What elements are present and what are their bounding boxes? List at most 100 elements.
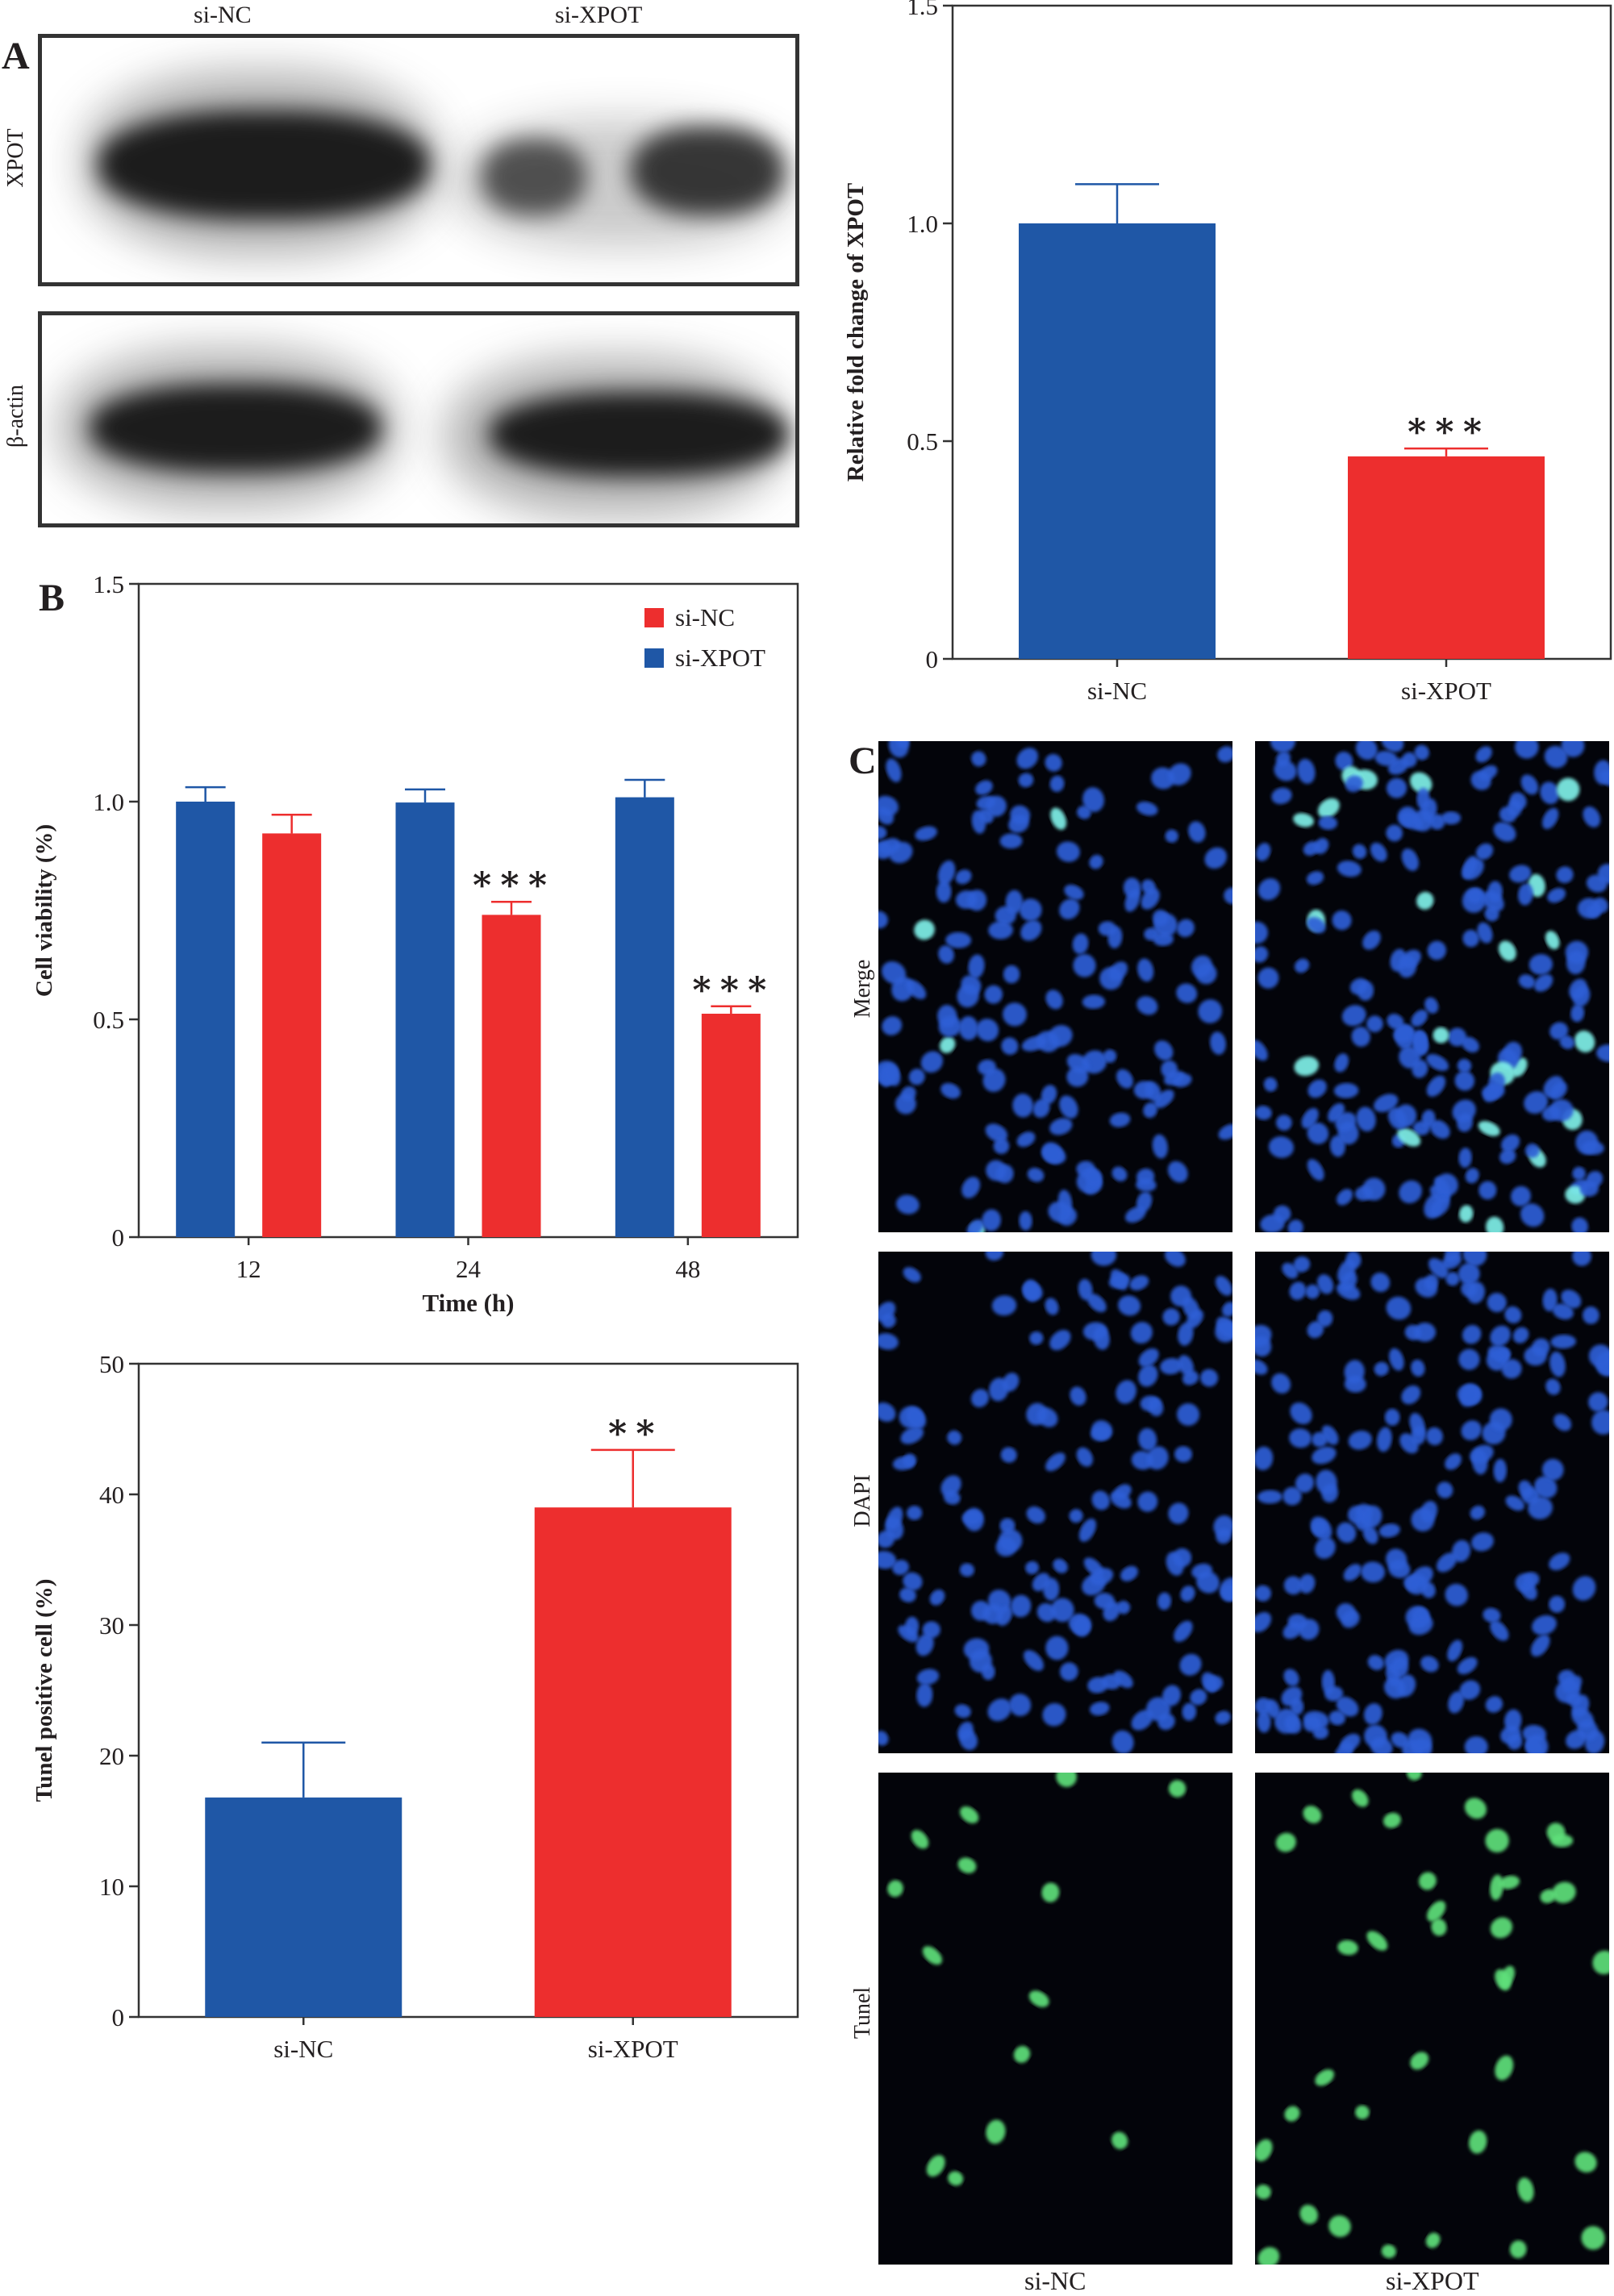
dapi-nucleus bbox=[1401, 1385, 1421, 1405]
dapi-nucleus bbox=[1024, 1650, 1045, 1671]
dapi-nucleus bbox=[1049, 1329, 1071, 1351]
dapi-nucleus bbox=[1307, 1321, 1324, 1339]
significance-annotation: ∗∗∗ bbox=[690, 964, 773, 1003]
tunel-nucleus bbox=[911, 1830, 929, 1849]
merge-nucleus bbox=[1477, 922, 1493, 944]
merge-nucleus bbox=[1210, 1031, 1226, 1055]
merge-nucleus bbox=[1314, 838, 1329, 855]
dapi-nucleus bbox=[1348, 1430, 1372, 1450]
dapi-nucleus bbox=[1089, 1702, 1110, 1716]
merge-nucleus bbox=[1141, 888, 1160, 910]
dapi-nucleus bbox=[1340, 1733, 1361, 1752]
y-tick-label: 1.0 bbox=[907, 210, 938, 238]
tunel-nucleus bbox=[1499, 1875, 1520, 1890]
merge-nucleus bbox=[878, 826, 887, 840]
dapi-nucleus bbox=[1566, 1692, 1582, 1706]
merge-nucleus bbox=[1012, 1094, 1034, 1118]
dapi-nucleus bbox=[1120, 1565, 1138, 1581]
merge-nucleus bbox=[1341, 1005, 1366, 1027]
y-tick-label: 20 bbox=[99, 1742, 124, 1770]
dapi-nucleus bbox=[1316, 1469, 1337, 1495]
dapi-nucleus bbox=[1428, 1257, 1449, 1278]
dapi-nucleus bbox=[1010, 1594, 1032, 1618]
merge-nucleus bbox=[1064, 884, 1084, 900]
merge-nucleus bbox=[914, 919, 935, 940]
dapi-nucleus bbox=[1360, 1505, 1383, 1529]
dapi-nucleus bbox=[1549, 1595, 1566, 1613]
dapi-nucleus bbox=[1266, 1699, 1280, 1719]
dapi-nucleus bbox=[1299, 1573, 1316, 1594]
merge-nucleus bbox=[1397, 1127, 1421, 1147]
merge-nucleus bbox=[1581, 1140, 1604, 1155]
merge-nucleus bbox=[1441, 811, 1462, 825]
legend-swatch-si-xpot bbox=[644, 648, 664, 668]
dapi-nucleus bbox=[1489, 1408, 1512, 1431]
merge-nucleus bbox=[1048, 1025, 1073, 1048]
dapi-nucleus bbox=[1176, 1403, 1200, 1426]
dapi-nucleus bbox=[1113, 1484, 1132, 1500]
tunel-nucleus bbox=[1299, 2204, 1318, 2224]
merge-nucleus bbox=[878, 910, 888, 929]
merge-nucleus bbox=[1048, 1201, 1072, 1223]
merge-nucleus bbox=[1176, 919, 1195, 937]
merge-nucleus bbox=[1574, 1030, 1595, 1052]
merge-nucleus bbox=[1517, 883, 1533, 906]
dapi-nucleus bbox=[970, 1389, 990, 1408]
merge-nucleus bbox=[1275, 1115, 1292, 1131]
merge-nucleus bbox=[1572, 1166, 1586, 1181]
dapi-nucleus bbox=[1571, 1707, 1595, 1729]
merge-nucleus bbox=[878, 840, 893, 860]
plot-frame bbox=[137, 1362, 799, 2019]
blot-lane-label-si-xpot: si-XPOT bbox=[555, 2, 643, 28]
merge-nucleus bbox=[1082, 994, 1106, 1009]
dapi-nucleus bbox=[1561, 1290, 1582, 1309]
merge-nucleus bbox=[1400, 949, 1421, 969]
merge-nucleus bbox=[1217, 746, 1232, 763]
y-tick-label: 0 bbox=[112, 2003, 125, 2031]
dapi-nucleus bbox=[916, 1682, 933, 1707]
merge-nucleus bbox=[984, 985, 1003, 1004]
dapi-nucleus bbox=[899, 1587, 916, 1602]
merge-nucleus bbox=[1410, 772, 1433, 794]
bar-values-si-nc bbox=[205, 1797, 402, 2017]
dapi-nucleus bbox=[1545, 1378, 1561, 1395]
bar-si-nc-12 bbox=[262, 833, 322, 1237]
dapi-nucleus bbox=[1255, 1446, 1274, 1471]
tunel-nucleus bbox=[1469, 2130, 1487, 2154]
dapi-nucleus bbox=[957, 1721, 974, 1740]
dapi-nucleus bbox=[1462, 1324, 1482, 1344]
merge-nucleus bbox=[1399, 1180, 1422, 1204]
dapi-nucleus bbox=[1179, 1653, 1202, 1676]
dapi-nucleus bbox=[1504, 1306, 1522, 1323]
merge-nucleus bbox=[1488, 1072, 1505, 1093]
merge-nucleus bbox=[1569, 978, 1587, 1000]
tunel-nucleus bbox=[957, 1857, 977, 1873]
tunel-nucleus bbox=[1337, 1940, 1358, 1956]
dapi-nucleus bbox=[1191, 1563, 1212, 1579]
legend-label-si-xpot: si-XPOT bbox=[675, 644, 765, 672]
dapi-nucleus bbox=[1445, 1272, 1460, 1286]
dapi-nucleus bbox=[969, 1649, 992, 1673]
merge-nucleus bbox=[1176, 983, 1198, 1003]
dapi-nucleus bbox=[1161, 1685, 1182, 1706]
legend-label-si-nc: si-NC bbox=[675, 603, 735, 631]
dapi-nucleus bbox=[1002, 1373, 1020, 1392]
merge-nucleus bbox=[1016, 1131, 1036, 1148]
merge-nucleus bbox=[1355, 741, 1378, 760]
merge-nucleus bbox=[1099, 966, 1123, 990]
dapi-nucleus bbox=[1391, 1656, 1409, 1678]
merge-nucleus bbox=[1218, 1123, 1232, 1140]
merge-nucleus bbox=[968, 954, 985, 979]
dapi-nucleus bbox=[1374, 1361, 1389, 1377]
merge-nucleus bbox=[1307, 1122, 1329, 1144]
merge-nucleus bbox=[1426, 1075, 1446, 1097]
dapi-nucleus bbox=[1091, 1252, 1117, 1266]
merge-nucleus bbox=[1381, 741, 1404, 752]
dapi-nucleus bbox=[929, 1589, 945, 1606]
dapi-nucleus bbox=[1199, 1369, 1219, 1387]
merge-nucleus bbox=[1436, 1173, 1458, 1196]
dapi-nucleus bbox=[1378, 1523, 1400, 1538]
merge-nucleus bbox=[938, 945, 954, 964]
dapi-nucleus bbox=[878, 1530, 895, 1548]
dapi-nucleus bbox=[1045, 1636, 1069, 1661]
